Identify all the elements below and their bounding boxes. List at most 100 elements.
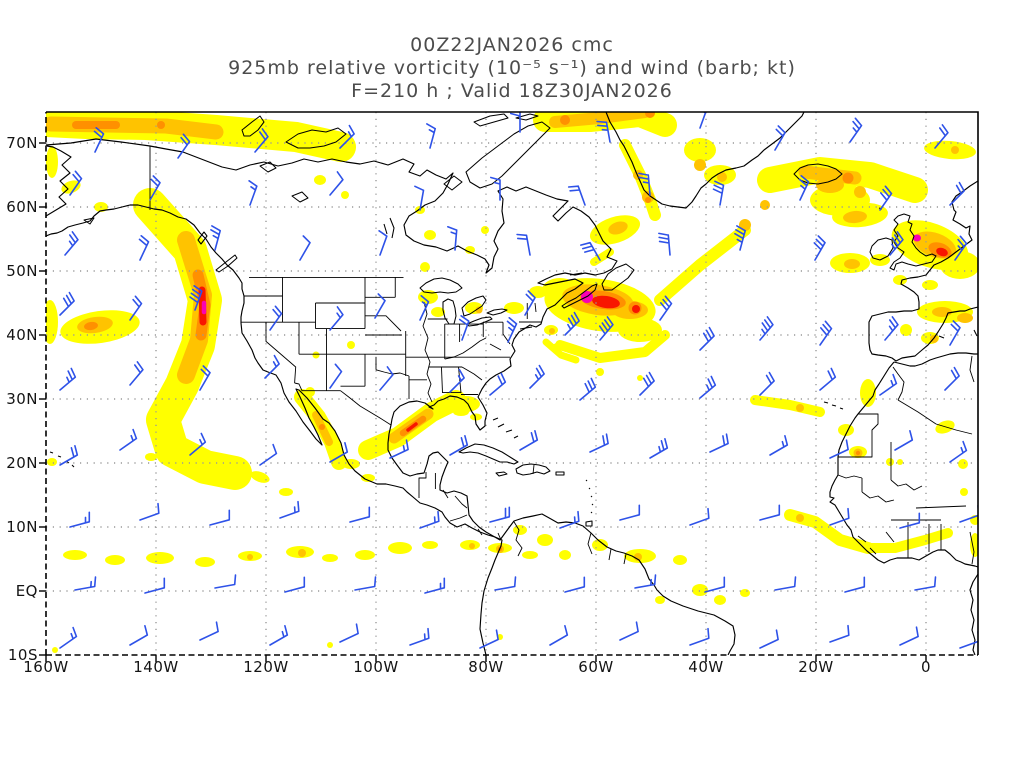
vorticity-spot-l2 bbox=[475, 306, 483, 314]
wind-barb bbox=[269, 625, 289, 646]
political-border bbox=[441, 366, 443, 394]
wind-barb bbox=[559, 510, 580, 529]
wind-barb bbox=[329, 363, 343, 389]
vorticity-spot-l3 bbox=[842, 172, 854, 184]
vorticity-spot-l1 bbox=[314, 175, 326, 185]
lon-label: 100W bbox=[353, 658, 399, 676]
wind-barb bbox=[689, 627, 710, 646]
wind-barb bbox=[177, 133, 191, 159]
vorticity-band-l1 bbox=[863, 528, 953, 553]
political-border bbox=[294, 382, 341, 392]
wind-barb bbox=[879, 373, 898, 396]
vorticity-spot-l1 bbox=[655, 596, 665, 604]
coastline bbox=[829, 361, 978, 568]
wind-barb bbox=[519, 430, 539, 451]
vorticity-spot-l1 bbox=[63, 550, 87, 560]
vorticity-spot-l1 bbox=[355, 550, 375, 560]
political-border bbox=[587, 532, 593, 555]
wind-barb bbox=[59, 445, 79, 466]
vorticity-spot-l2 bbox=[843, 210, 867, 224]
political-border bbox=[477, 528, 483, 536]
wind-barb bbox=[774, 125, 786, 151]
wind-barb bbox=[199, 365, 211, 391]
wind-barb bbox=[596, 120, 611, 143]
vorticity-spot-l1 bbox=[470, 413, 482, 421]
wind-barb bbox=[769, 435, 789, 456]
wind-barb bbox=[759, 504, 781, 521]
wind-barb bbox=[638, 172, 651, 196]
vorticity-spot-l1 bbox=[388, 542, 412, 554]
coastline bbox=[605, 112, 805, 209]
vorticity-spot-l2 bbox=[932, 307, 952, 317]
lat-label: EQ bbox=[15, 582, 38, 600]
political-border bbox=[608, 548, 612, 561]
island-outline bbox=[197, 231, 208, 245]
vorticity-spot-l2 bbox=[608, 221, 628, 235]
wind-barbs-layer bbox=[59, 112, 978, 649]
vorticity-spot-l1 bbox=[673, 555, 687, 565]
vorticity-spot-l1 bbox=[481, 226, 489, 234]
vorticity-spot-l1 bbox=[940, 251, 978, 279]
wind-barb bbox=[524, 290, 536, 316]
wind-barb bbox=[849, 117, 863, 143]
wind-barb bbox=[284, 576, 306, 593]
vorticity-spot-l1 bbox=[347, 341, 355, 349]
vorticity-spot-l1 bbox=[46, 146, 58, 178]
wind-barb bbox=[819, 320, 833, 346]
island-outline bbox=[585, 479, 588, 482]
wind-barb bbox=[329, 442, 349, 463]
vorticity-band-l1 bbox=[555, 330, 670, 363]
political-border bbox=[513, 520, 523, 557]
island-outline bbox=[515, 113, 539, 121]
island-outline bbox=[458, 443, 519, 465]
island-outline bbox=[466, 316, 493, 327]
wind-barb bbox=[254, 128, 269, 153]
vorticity-spot-l2 bbox=[247, 554, 253, 560]
wind-barb bbox=[93, 127, 105, 153]
wind-barb bbox=[914, 576, 937, 591]
wind-barb bbox=[129, 361, 144, 386]
vorticity-spot-l1 bbox=[970, 533, 978, 557]
lon-label: 0 bbox=[920, 658, 932, 676]
wind-barb bbox=[389, 439, 409, 459]
coastline bbox=[868, 180, 978, 362]
vorticity-spot-l3 bbox=[855, 450, 861, 456]
island-outline bbox=[442, 298, 457, 325]
wind-barb bbox=[884, 316, 899, 341]
wind-barb bbox=[798, 175, 810, 201]
wind-barb bbox=[579, 377, 597, 401]
island-outline bbox=[601, 263, 635, 291]
coastline bbox=[969, 573, 978, 655]
political-border bbox=[915, 505, 967, 509]
vorticity-spot-l1 bbox=[692, 584, 708, 596]
island-outline bbox=[49, 451, 54, 454]
vorticity-band-l1 bbox=[654, 224, 751, 306]
wind-barb bbox=[329, 306, 344, 331]
wind-barb bbox=[529, 364, 545, 389]
island-outline bbox=[285, 127, 347, 149]
island-outline bbox=[486, 308, 508, 316]
wind-barb bbox=[214, 574, 237, 589]
wind-barb bbox=[819, 367, 837, 391]
islands-layer bbox=[49, 113, 978, 527]
wind-barb bbox=[889, 231, 904, 256]
vorticity-spot-l1 bbox=[420, 262, 430, 272]
wind-barb bbox=[510, 112, 521, 133]
wind-barb bbox=[279, 500, 300, 519]
wind-barb bbox=[424, 577, 446, 594]
island-outline bbox=[505, 429, 513, 433]
island-outline bbox=[291, 191, 309, 203]
vorticity-spot-l2 bbox=[816, 177, 844, 193]
political-border bbox=[623, 553, 627, 565]
wind-barb bbox=[494, 576, 517, 591]
political-border bbox=[890, 479, 923, 491]
wind-barb bbox=[699, 375, 717, 399]
wind-barb bbox=[949, 440, 968, 463]
island-outline bbox=[519, 326, 533, 330]
lat-label: 30N bbox=[6, 390, 38, 408]
vorticity-spot-l1 bbox=[740, 589, 750, 597]
vorticity-spot-l2 bbox=[469, 543, 475, 549]
wind-barb bbox=[329, 171, 344, 196]
coastline bbox=[46, 204, 503, 655]
wind-barb bbox=[619, 621, 639, 641]
